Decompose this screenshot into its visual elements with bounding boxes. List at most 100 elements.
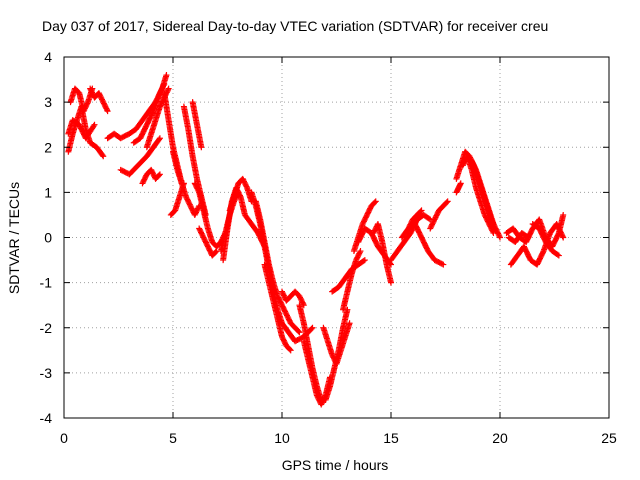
- data-track: [300, 338, 333, 408]
- x-tick-label: 0: [60, 430, 68, 446]
- data-point: [440, 261, 447, 268]
- data-point: [286, 346, 293, 353]
- data-point: [489, 228, 496, 235]
- data-point: [490, 229, 497, 236]
- y-axis-label: SDTVAR / TECUs: [6, 182, 22, 294]
- data-point: [388, 279, 394, 286]
- data-point: [180, 180, 187, 187]
- data-point: [91, 121, 98, 128]
- data-point: [99, 152, 106, 159]
- data-track: [161, 90, 185, 187]
- data-track: [398, 220, 447, 268]
- data-point: [100, 153, 107, 160]
- data-point: [156, 135, 163, 142]
- data-track: [340, 248, 364, 313]
- data-point: [309, 324, 316, 331]
- x-tick-label: 5: [169, 430, 177, 446]
- data-point: [560, 234, 567, 241]
- data-point: [472, 165, 479, 172]
- data-track: [370, 220, 394, 286]
- data-point: [360, 257, 367, 264]
- data-point: [243, 183, 250, 190]
- data-point: [554, 251, 561, 258]
- data-point: [156, 136, 163, 143]
- data-point: [156, 171, 163, 178]
- data-track: [196, 225, 220, 259]
- axis-ticks: 0 5 10 15 20 25 -4 -3 -2 -1 0 1 2 3 4: [40, 49, 617, 446]
- data-point: [84, 100, 91, 107]
- y-tick-label: -4: [40, 410, 53, 426]
- data-track: [261, 261, 294, 354]
- data-point: [165, 86, 172, 93]
- data-track: [279, 288, 307, 309]
- data-point: [212, 248, 219, 255]
- data-point: [300, 300, 307, 307]
- y-tick-label: 2: [44, 139, 52, 155]
- data-track: [468, 157, 497, 227]
- data-point: [457, 180, 464, 187]
- data-track: [130, 81, 168, 146]
- data-point: [308, 325, 315, 332]
- data-point: [156, 172, 163, 179]
- data-track: [388, 211, 434, 264]
- data-point: [417, 208, 424, 215]
- data-point: [287, 347, 294, 354]
- data-point: [443, 199, 450, 206]
- data-track: [167, 180, 187, 218]
- data-track: [529, 220, 562, 259]
- data-point: [195, 188, 202, 195]
- data-point: [361, 257, 368, 264]
- data-point: [439, 260, 446, 267]
- data-point: [160, 82, 167, 89]
- data-point: [560, 211, 567, 218]
- y-tick-label: 0: [44, 230, 52, 246]
- data-track: [65, 117, 98, 142]
- data-track: [87, 85, 111, 115]
- data-point: [198, 144, 205, 151]
- data-point: [497, 234, 503, 241]
- data-point: [295, 328, 302, 335]
- x-tick-label: 10: [274, 430, 290, 446]
- data-point: [321, 393, 328, 400]
- data-track: [405, 207, 425, 232]
- data-track: [503, 211, 567, 250]
- data-point: [356, 249, 363, 256]
- y-tick-label: 4: [44, 49, 52, 65]
- y-tick-label: -2: [40, 320, 53, 336]
- data-track: [226, 175, 255, 214]
- data-point: [444, 198, 451, 205]
- data-point: [161, 81, 168, 88]
- data-point: [165, 85, 172, 92]
- data-point: [496, 233, 503, 240]
- y-tick-label: -3: [40, 365, 53, 381]
- data-point: [524, 233, 531, 240]
- data-track: [189, 99, 205, 151]
- y-tick-label: 3: [44, 94, 52, 110]
- data-point: [372, 198, 379, 205]
- data-point: [555, 252, 562, 259]
- chart-title: Day 037 of 2017, Sidereal Day-to-day VTE…: [42, 18, 548, 34]
- data-point: [90, 122, 97, 129]
- data-track: [453, 180, 464, 196]
- data-point: [326, 374, 333, 381]
- data-point: [103, 106, 110, 113]
- y-tick-label: -1: [40, 275, 53, 291]
- data-point: [104, 108, 111, 115]
- data-track: [117, 135, 163, 178]
- y-tick-label: 1: [44, 184, 52, 200]
- data-track: [252, 198, 303, 336]
- grid-lines: [64, 57, 609, 418]
- x-tick-label: 20: [492, 430, 508, 446]
- data-point: [418, 207, 425, 214]
- data-point: [296, 329, 303, 336]
- data-series: [65, 72, 567, 408]
- data-point: [346, 320, 353, 327]
- data-point: [490, 220, 497, 227]
- data-point: [236, 192, 243, 199]
- data-track: [427, 198, 451, 232]
- x-axis-label: GPS time / hours: [282, 457, 389, 473]
- data-point: [525, 234, 532, 241]
- data-track: [320, 320, 353, 367]
- data-point: [426, 215, 433, 222]
